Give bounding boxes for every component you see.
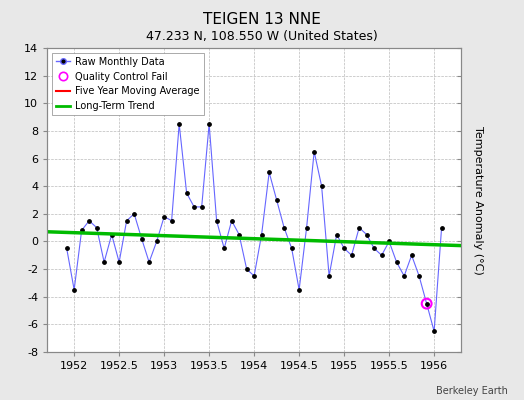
Y-axis label: Temperature Anomaly (°C): Temperature Anomaly (°C) [473,126,483,274]
Point [272,197,281,203]
Point [115,259,123,265]
Text: Berkeley Earth: Berkeley Earth [436,386,508,396]
Point [310,148,319,155]
Point [347,252,356,258]
Point [182,190,191,196]
Point [198,204,206,210]
Point [152,238,161,245]
Point [422,300,431,307]
Point [318,183,326,189]
Point [415,273,423,279]
Point [137,236,146,242]
Point [235,231,243,238]
Point [160,213,168,220]
Point [438,224,446,231]
Point [212,218,221,224]
Point [130,211,138,217]
Point [385,238,394,245]
Point [392,259,401,265]
Point [190,204,198,210]
Point [400,273,408,279]
Point [302,224,311,231]
Point [70,287,79,293]
Point [370,245,378,252]
Point [422,300,431,307]
Point [355,224,363,231]
Point [227,218,236,224]
Point [175,121,183,127]
Point [288,245,296,252]
Point [280,224,288,231]
Text: 47.233 N, 108.550 W (United States): 47.233 N, 108.550 W (United States) [146,30,378,43]
Point [332,231,341,238]
Point [250,273,258,279]
Point [168,218,176,224]
Point [377,252,386,258]
Point [205,121,213,127]
Point [408,252,416,258]
Legend: Raw Monthly Data, Quality Control Fail, Five Year Moving Average, Long-Term Tren: Raw Monthly Data, Quality Control Fail, … [52,53,204,115]
Point [145,259,154,265]
Point [107,231,116,238]
Point [243,266,251,272]
Point [363,231,371,238]
Point [325,273,333,279]
Point [62,245,71,252]
Point [265,169,274,176]
Point [78,227,86,234]
Text: TEIGEN 13 NNE: TEIGEN 13 NNE [203,12,321,27]
Point [123,218,131,224]
Point [85,218,93,224]
Point [220,245,228,252]
Point [340,245,348,252]
Point [100,259,108,265]
Point [430,328,438,334]
Point [257,231,266,238]
Point [92,224,101,231]
Point [295,287,303,293]
